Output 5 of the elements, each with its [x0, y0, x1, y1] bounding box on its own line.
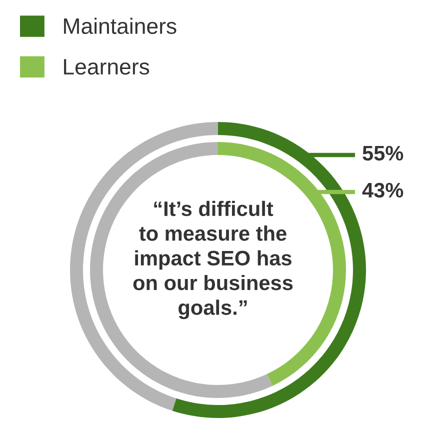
text: “It’s difficult to measure the impact SEO has on our business goals.” — [133, 200, 293, 320]
legend-label: Maintainers — [64, 18, 176, 34]
legend-label: Learners — [64, 59, 150, 75]
data-label: 55% — [362, 146, 404, 161]
data-label: 43% — [362, 182, 404, 198]
